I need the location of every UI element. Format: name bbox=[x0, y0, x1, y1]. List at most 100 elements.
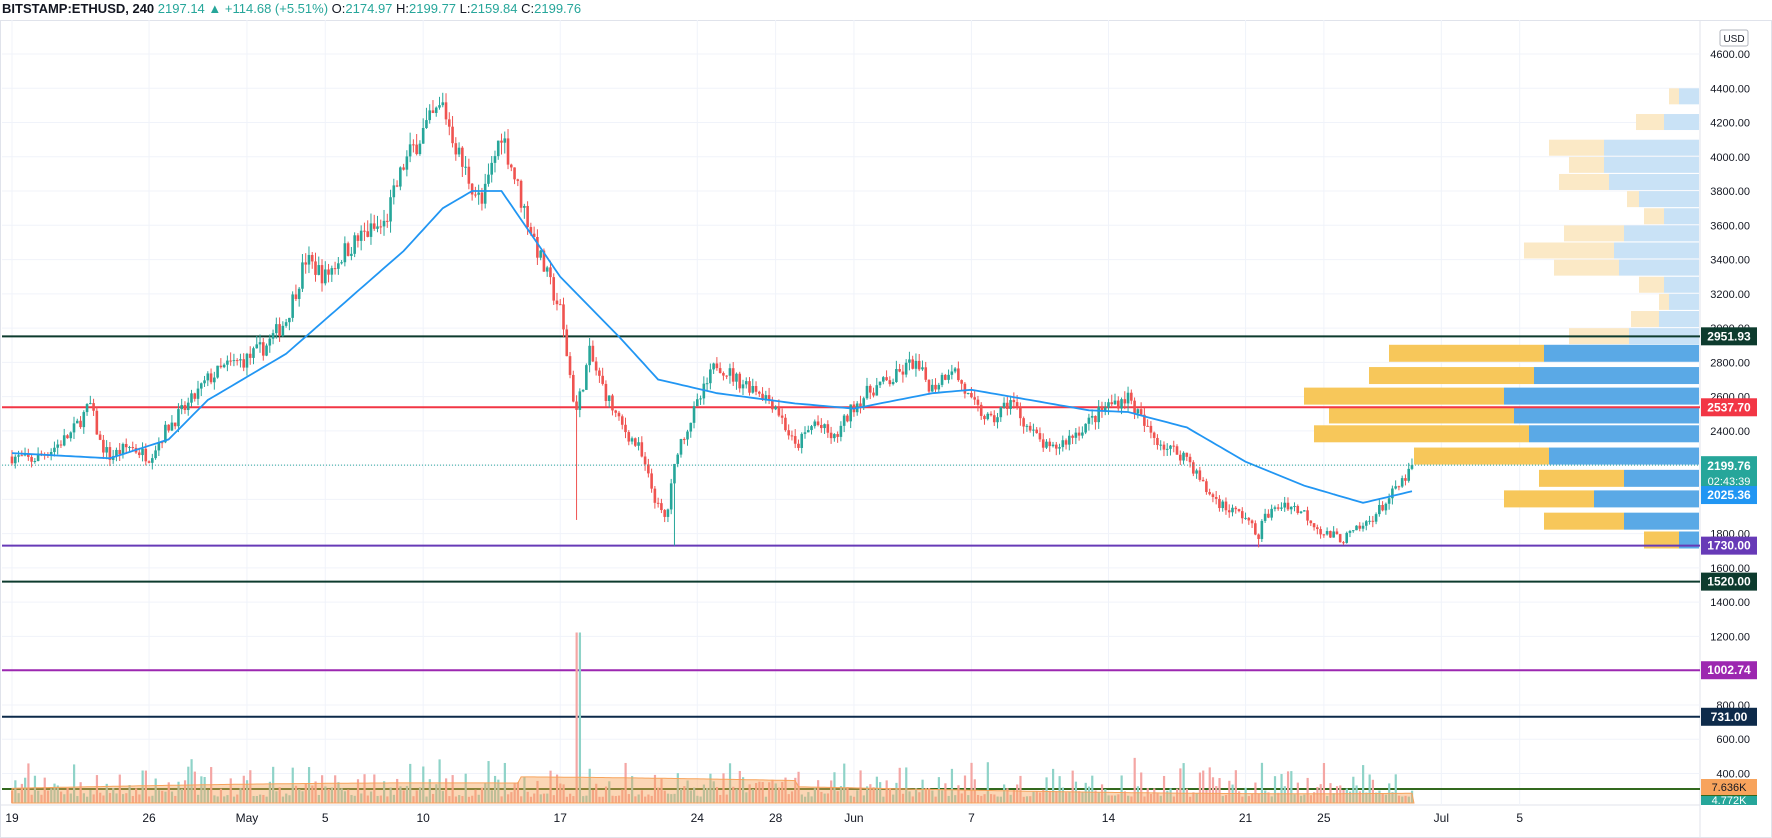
candle-body[interactable] bbox=[882, 377, 885, 382]
candle-body[interactable] bbox=[758, 391, 761, 394]
candle-body[interactable] bbox=[1316, 527, 1319, 530]
candle-body[interactable] bbox=[885, 377, 888, 381]
candle-body[interactable] bbox=[1172, 445, 1176, 447]
candle-body[interactable] bbox=[604, 383, 608, 401]
candle-body[interactable] bbox=[519, 180, 523, 208]
candle-body[interactable] bbox=[738, 373, 742, 389]
candle-body[interactable] bbox=[95, 410, 99, 435]
candle-body[interactable] bbox=[957, 368, 960, 381]
candle-body[interactable] bbox=[1201, 479, 1205, 482]
candle-body[interactable] bbox=[754, 386, 758, 392]
candle-body[interactable] bbox=[487, 174, 490, 184]
candle-body[interactable] bbox=[1335, 531, 1339, 535]
candle-body[interactable] bbox=[699, 398, 702, 400]
candle-body[interactable] bbox=[421, 127, 425, 144]
candle-body[interactable] bbox=[1159, 444, 1162, 446]
candle-body[interactable] bbox=[927, 379, 931, 392]
candle-body[interactable] bbox=[294, 294, 298, 299]
candle-body[interactable] bbox=[317, 265, 321, 275]
candle-body[interactable] bbox=[89, 403, 92, 405]
candle-body[interactable] bbox=[1002, 402, 1006, 408]
candle-body[interactable] bbox=[359, 230, 363, 241]
candle-body[interactable] bbox=[1051, 444, 1055, 447]
candle-body[interactable] bbox=[500, 140, 503, 143]
candle-body[interactable] bbox=[340, 262, 343, 264]
candle-body[interactable] bbox=[1231, 507, 1234, 513]
candle-body[interactable] bbox=[1068, 435, 1071, 445]
candle-body[interactable] bbox=[1032, 429, 1035, 431]
candle-body[interactable] bbox=[415, 144, 418, 155]
candle-body[interactable] bbox=[467, 166, 471, 184]
candle-body[interactable] bbox=[327, 269, 330, 275]
candle-body[interactable] bbox=[180, 405, 183, 410]
candle-body[interactable] bbox=[823, 424, 826, 429]
candle-body[interactable] bbox=[17, 455, 20, 457]
candle-body[interactable] bbox=[261, 342, 265, 356]
candle-body[interactable] bbox=[1267, 513, 1270, 518]
candle-body[interactable] bbox=[1054, 444, 1058, 449]
candle-body[interactable] bbox=[829, 432, 833, 439]
candle-body[interactable] bbox=[810, 426, 813, 431]
candle-body[interactable] bbox=[128, 447, 131, 449]
candle-body[interactable] bbox=[1169, 445, 1172, 449]
candle-body[interactable] bbox=[1185, 452, 1189, 457]
candle-body[interactable] bbox=[425, 120, 428, 128]
candle-body[interactable] bbox=[1126, 392, 1130, 404]
candle-body[interactable] bbox=[1165, 448, 1169, 450]
candle-body[interactable] bbox=[203, 380, 206, 384]
candle-body[interactable] bbox=[85, 404, 89, 413]
candle-body[interactable] bbox=[1410, 465, 1414, 469]
candle-body[interactable] bbox=[1107, 402, 1110, 408]
candle-body[interactable] bbox=[914, 360, 918, 369]
candle-body[interactable] bbox=[1038, 433, 1042, 440]
candle-body[interactable] bbox=[940, 374, 944, 385]
candle-body[interactable] bbox=[1263, 513, 1267, 521]
candle-body[interactable] bbox=[666, 509, 670, 517]
candle-body[interactable] bbox=[1302, 510, 1306, 512]
candle-body[interactable] bbox=[1254, 523, 1257, 535]
candle-body[interactable] bbox=[141, 448, 144, 456]
candle-body[interactable] bbox=[908, 359, 911, 363]
candle-body[interactable] bbox=[301, 262, 304, 289]
candle-body[interactable] bbox=[630, 438, 634, 442]
candle-body[interactable] bbox=[1234, 507, 1238, 510]
candle-body[interactable] bbox=[1041, 439, 1045, 448]
candle-body[interactable] bbox=[624, 424, 627, 433]
candle-body[interactable] bbox=[108, 447, 112, 460]
candle-body[interactable] bbox=[516, 179, 520, 181]
candle-body[interactable] bbox=[676, 454, 680, 464]
candle-body[interactable] bbox=[1240, 511, 1244, 519]
candle-body[interactable] bbox=[1156, 437, 1159, 446]
candle-body[interactable] bbox=[1081, 432, 1084, 436]
candle-body[interactable] bbox=[503, 138, 507, 143]
candle-body[interactable] bbox=[1218, 498, 1221, 509]
candle-body[interactable] bbox=[669, 483, 673, 510]
candle-body[interactable] bbox=[1009, 400, 1012, 409]
candle-body[interactable] bbox=[496, 140, 500, 157]
candle-body[interactable] bbox=[170, 422, 174, 431]
candle-body[interactable] bbox=[1351, 530, 1355, 532]
candle-body[interactable] bbox=[917, 360, 921, 370]
candle-body[interactable] bbox=[1045, 441, 1048, 448]
candle-body[interactable] bbox=[921, 367, 924, 370]
candle-body[interactable] bbox=[408, 144, 412, 157]
candle-body[interactable] bbox=[66, 435, 69, 439]
candle-body[interactable] bbox=[787, 430, 790, 436]
candle-body[interactable] bbox=[526, 205, 529, 228]
candle-body[interactable] bbox=[1286, 502, 1290, 510]
candle-body[interactable] bbox=[470, 183, 474, 195]
candle-body[interactable] bbox=[222, 364, 226, 368]
candle-body[interactable] bbox=[402, 167, 405, 170]
candle-body[interactable] bbox=[780, 415, 784, 418]
candle-body[interactable] bbox=[389, 197, 392, 222]
candle-body[interactable] bbox=[395, 185, 399, 187]
candle-body[interactable] bbox=[601, 375, 604, 384]
candle-body[interactable] bbox=[1250, 520, 1254, 524]
candle-body[interactable] bbox=[1293, 506, 1296, 508]
candle-body[interactable] bbox=[771, 400, 774, 410]
candle-body[interactable] bbox=[196, 388, 200, 399]
candle-body[interactable] bbox=[1332, 531, 1335, 538]
candle-body[interactable] bbox=[598, 370, 601, 376]
candle-body[interactable] bbox=[846, 415, 849, 422]
candle-body[interactable] bbox=[1198, 470, 1202, 480]
